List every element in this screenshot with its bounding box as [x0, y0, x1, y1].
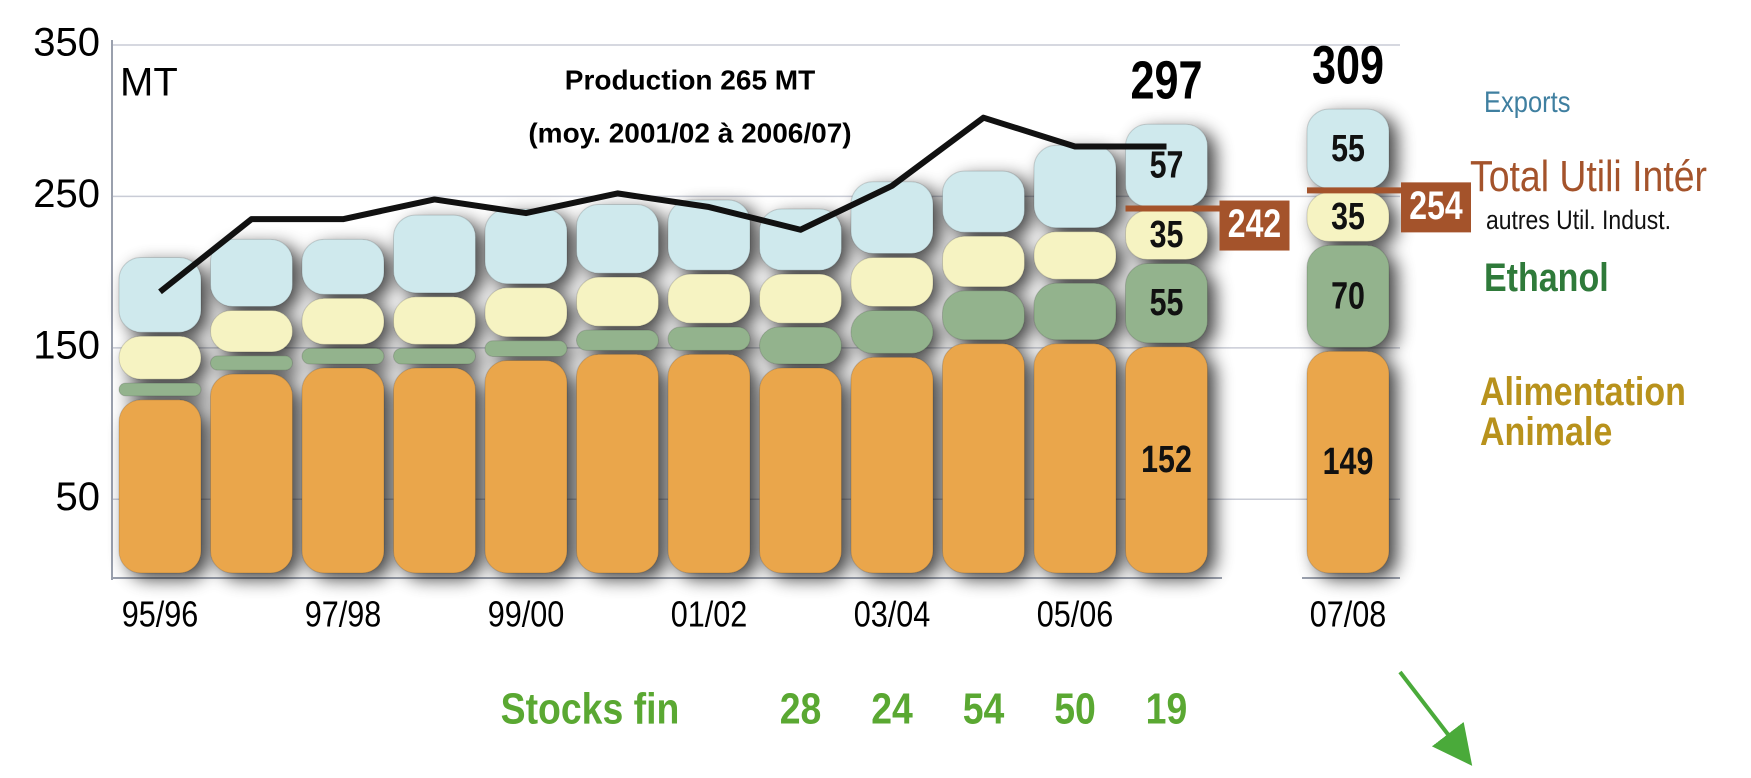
bar-segment [1033, 144, 1117, 229]
bar-segment [759, 326, 842, 365]
data-label: 35 [1150, 214, 1184, 256]
bar-segment [667, 273, 751, 324]
bar-segment [301, 238, 385, 295]
data-label: 149 [1323, 441, 1374, 483]
bar-segment [118, 382, 202, 397]
x-tick-label: 07/08 [1310, 595, 1387, 635]
arrow [1398, 670, 1473, 766]
bar-segment [942, 170, 1025, 233]
bar-segment [1306, 350, 1390, 574]
bar-segment [850, 181, 934, 254]
bar-segment [484, 208, 568, 285]
stock-value: 50 [1054, 684, 1096, 734]
stock-value: 28 [780, 684, 822, 734]
bar-segment [1306, 244, 1390, 348]
bar-segment [942, 290, 1025, 341]
bar-segment [301, 297, 385, 345]
bar-segment [850, 309, 934, 354]
bar-segment [576, 203, 659, 274]
data-label: 55 [1150, 282, 1184, 324]
bar-segment [484, 359, 568, 574]
bar-segment [667, 326, 751, 351]
y-tick-label: 350 [33, 21, 100, 65]
data-label: 35 [1331, 196, 1365, 238]
bar-segment [576, 276, 659, 327]
bar-segment [118, 399, 202, 574]
x-tick-label: 01/02 [671, 595, 748, 635]
bar-segment [576, 353, 659, 574]
unit-label: MT [120, 61, 178, 105]
data-label: 55 [1331, 128, 1365, 170]
bar-segment [484, 287, 568, 338]
bar-segment [210, 309, 293, 353]
domestic-label: 242 [1228, 201, 1281, 246]
legend-domestic: Total Utili Intér [1470, 152, 1707, 201]
stock-value: 24 [871, 684, 913, 734]
bar-segment [1125, 346, 1208, 574]
bar-segment [210, 238, 293, 307]
data-label: 57 [1150, 144, 1184, 186]
bar-segment [576, 329, 659, 351]
production-line [158, 114, 1167, 295]
bar-segment [393, 347, 476, 365]
bar-segment [667, 353, 751, 574]
y-tick-label: 150 [33, 323, 100, 367]
data-label: 152 [1141, 439, 1192, 481]
bar-segment [301, 347, 385, 365]
bar-segment [210, 373, 293, 574]
bar-segment [942, 343, 1025, 574]
annotation: (moy. 2001/02 à 2006/07) [528, 117, 851, 148]
legend-feed: Alimentation Animale [1480, 370, 1686, 454]
bar-segment [210, 355, 293, 371]
x-tick-label: 97/98 [305, 595, 382, 635]
x-tick-label: 05/06 [1037, 595, 1114, 635]
x-tick-label: 99/00 [488, 595, 565, 635]
bar-segment [393, 214, 476, 294]
bar-segment [484, 340, 568, 357]
domestic-label: 254 [1409, 182, 1462, 227]
bar-segment [393, 367, 476, 574]
bar-segment [1033, 231, 1117, 280]
bar-segment [301, 367, 385, 574]
bar-segment [850, 256, 934, 307]
bar-segment [942, 235, 1025, 288]
bar-segment [1125, 263, 1208, 344]
annotation: Production 265 MT [565, 64, 815, 95]
y-tick-label: 250 [33, 172, 100, 216]
total-label: 309 [1312, 36, 1384, 96]
domestic-box [1219, 200, 1290, 251]
bar-segment [667, 199, 751, 271]
stock-value: 54 [963, 684, 1005, 734]
y-tick-label: 50 [56, 475, 101, 519]
bar-segment [118, 335, 202, 380]
legend-other: autres Util. Indust. [1486, 205, 1671, 235]
stocks-label: Stocks fin [501, 684, 680, 734]
bars [118, 108, 1390, 574]
domestic-box [1401, 182, 1471, 233]
x-tick-label: 95/96 [122, 595, 199, 635]
bar-segment [759, 367, 842, 574]
x-tick-label: 03/04 [854, 595, 931, 635]
bar-segment [759, 273, 842, 324]
bar-segment [850, 356, 934, 574]
legend-ethanol: Ethanol [1484, 256, 1609, 300]
bar-segment [393, 296, 476, 345]
legend-exports: Exports [1484, 86, 1571, 119]
total-label: 297 [1130, 51, 1202, 111]
stock-value: 19 [1146, 684, 1188, 734]
bar-segment [1033, 343, 1117, 574]
data-label: 70 [1331, 275, 1365, 317]
bar-segment [1033, 282, 1117, 341]
